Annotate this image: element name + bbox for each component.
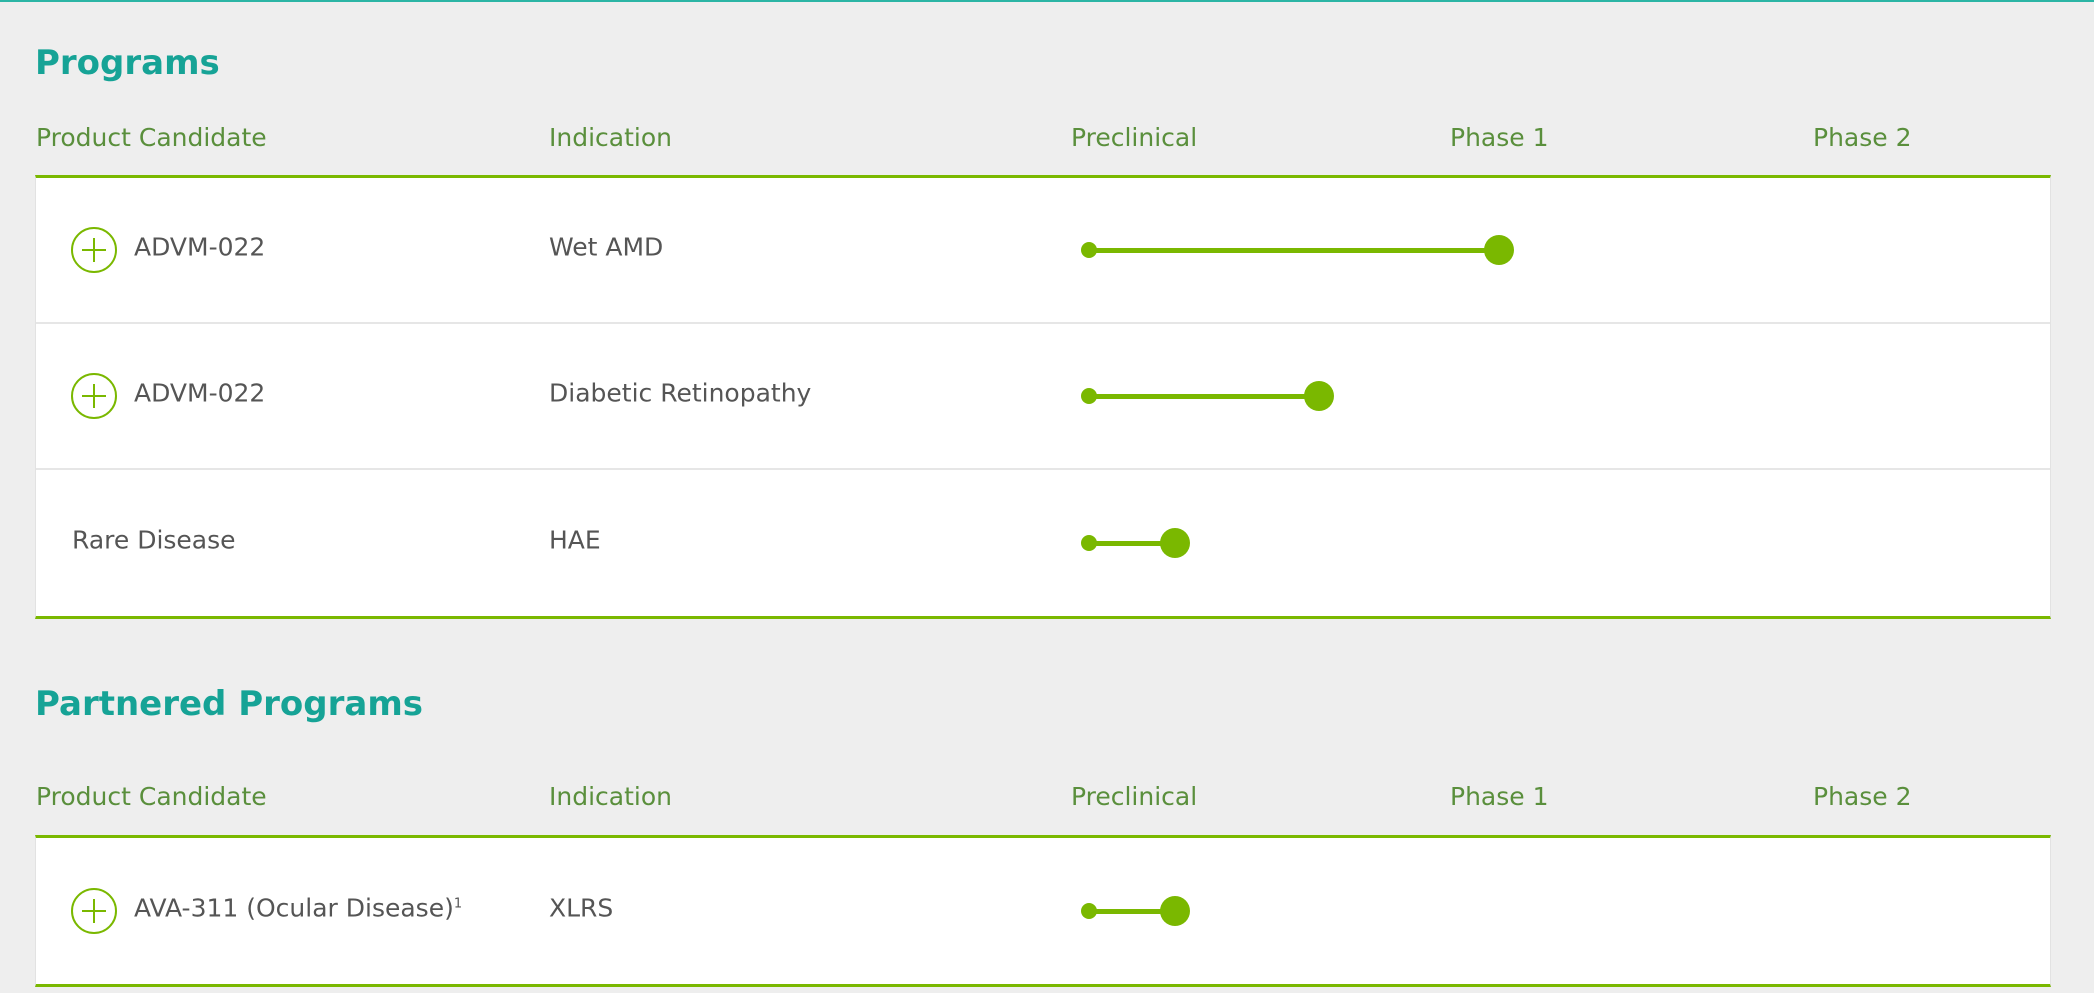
section-title: Partnered Programs — [35, 684, 423, 724]
column-header: Preclinical — [1071, 782, 1198, 811]
column-header: Indication — [549, 123, 672, 152]
indication: HAE — [549, 525, 601, 555]
indication: XLRS — [549, 893, 614, 923]
program-table: AVA-311 (Ocular Disease)1 XLRS — [35, 835, 2051, 987]
column-header: Preclinical — [1071, 123, 1198, 152]
table-row: Rare Disease HAE — [36, 470, 2050, 616]
column-header: Phase 2 — [1813, 123, 1912, 152]
column-header: Product Candidate — [36, 123, 267, 152]
progress-start-dot — [1081, 242, 1097, 258]
progress-end-dot — [1303, 381, 1334, 411]
section-title: Programs — [35, 43, 220, 83]
column-header: Phase 1 — [1450, 123, 1549, 152]
column-header: Indication — [549, 782, 672, 811]
progress-bar — [1089, 909, 1176, 914]
progress-end-dot — [1160, 528, 1191, 558]
column-header: Product Candidate — [36, 782, 267, 811]
product-candidate: AVA-311 (Ocular Disease)1 — [134, 893, 463, 923]
indication: Diabetic Retinopathy — [549, 378, 812, 408]
progress-bar — [1089, 541, 1176, 546]
column-header: Phase 2 — [1813, 782, 1912, 811]
progress-start-dot — [1081, 903, 1097, 919]
table-row: ADVM-022 Wet AMD — [36, 178, 2050, 324]
progress-start-dot — [1081, 388, 1097, 404]
column-header: Phase 1 — [1450, 782, 1549, 811]
expand-plus-icon[interactable] — [71, 373, 117, 419]
expand-plus-icon[interactable] — [71, 888, 117, 934]
table-row: ADVM-022 Diabetic Retinopathy — [36, 324, 2050, 470]
product-candidate: Rare Disease — [72, 525, 236, 555]
progress-bar — [1089, 394, 1319, 399]
expand-plus-icon[interactable] — [71, 227, 117, 273]
indication: Wet AMD — [549, 232, 664, 262]
product-candidate: ADVM-022 — [134, 378, 266, 408]
table-row: AVA-311 (Ocular Disease)1 XLRS — [36, 838, 2050, 984]
progress-end-dot — [1484, 235, 1514, 265]
progress-start-dot — [1081, 535, 1097, 551]
program-table: ADVM-022 Wet AMD ADVM-022 Diabetic Retinopa… — [35, 175, 2051, 619]
product-candidate: ADVM-022 — [134, 232, 266, 262]
progress-bar — [1089, 248, 1499, 253]
footnote-marker: 1 — [453, 896, 463, 912]
progress-end-dot — [1160, 896, 1191, 926]
